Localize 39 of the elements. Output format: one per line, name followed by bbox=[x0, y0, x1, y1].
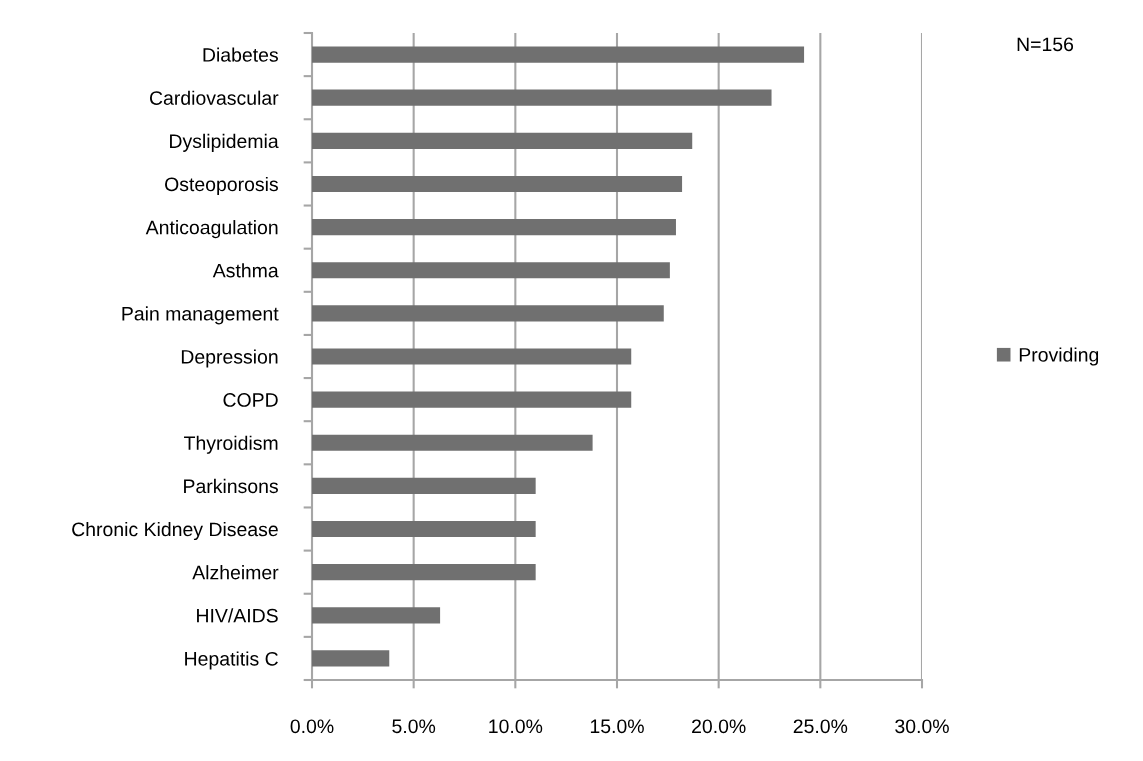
x-tick-label: 30.0% bbox=[895, 719, 949, 734]
bar bbox=[312, 434, 593, 451]
bar bbox=[312, 348, 632, 365]
y-tick-label: Pain management bbox=[122, 306, 279, 325]
x-tick-label: 10.0% bbox=[489, 719, 543, 734]
bar bbox=[312, 391, 632, 408]
x-tick-label: 20.0% bbox=[692, 719, 746, 734]
bar bbox=[312, 607, 441, 624]
y-tick-label: Depression bbox=[181, 349, 278, 368]
y-tick-label: COPD bbox=[223, 393, 278, 407]
x-tick-label: 0.0% bbox=[290, 719, 334, 734]
bar bbox=[312, 477, 536, 494]
y-tick-label: Asthma bbox=[212, 263, 279, 278]
legend-label: Providing bbox=[1019, 347, 1099, 366]
y-tick-label: Thyroidism bbox=[184, 435, 278, 454]
y-tick-label: Parkinsons bbox=[184, 478, 278, 494]
y-tick-label: Cardiovascular bbox=[149, 90, 279, 105]
bar bbox=[312, 132, 693, 149]
bar bbox=[312, 305, 664, 322]
y-tick-label: Anticoagulation bbox=[145, 220, 278, 239]
bar bbox=[312, 175, 683, 193]
y-tick-label: HIV/AIDS bbox=[197, 608, 278, 623]
x-tick-label: 25.0% bbox=[793, 719, 848, 734]
bar bbox=[312, 46, 805, 63]
y-tick-label: Diabetes bbox=[203, 47, 278, 62]
x-tick-label: 15.0% bbox=[590, 719, 644, 734]
y-tick-label: Chronic Kidney Disease bbox=[72, 521, 278, 541]
x-tick-label: 5.0% bbox=[392, 719, 436, 734]
bar bbox=[312, 650, 390, 667]
text: N=156 bbox=[1017, 37, 1074, 52]
bar bbox=[312, 89, 772, 106]
y-tick-label: Osteoporosis bbox=[165, 176, 278, 196]
y-tick-label: Alzheimer bbox=[192, 565, 279, 580]
bar bbox=[312, 262, 670, 279]
bar bbox=[312, 219, 676, 236]
y-tick-label: Dyslipidemia bbox=[170, 133, 279, 152]
y-tick-label: Hepatitis C bbox=[185, 651, 278, 670]
bar bbox=[312, 520, 536, 538]
bar bbox=[312, 564, 536, 581]
